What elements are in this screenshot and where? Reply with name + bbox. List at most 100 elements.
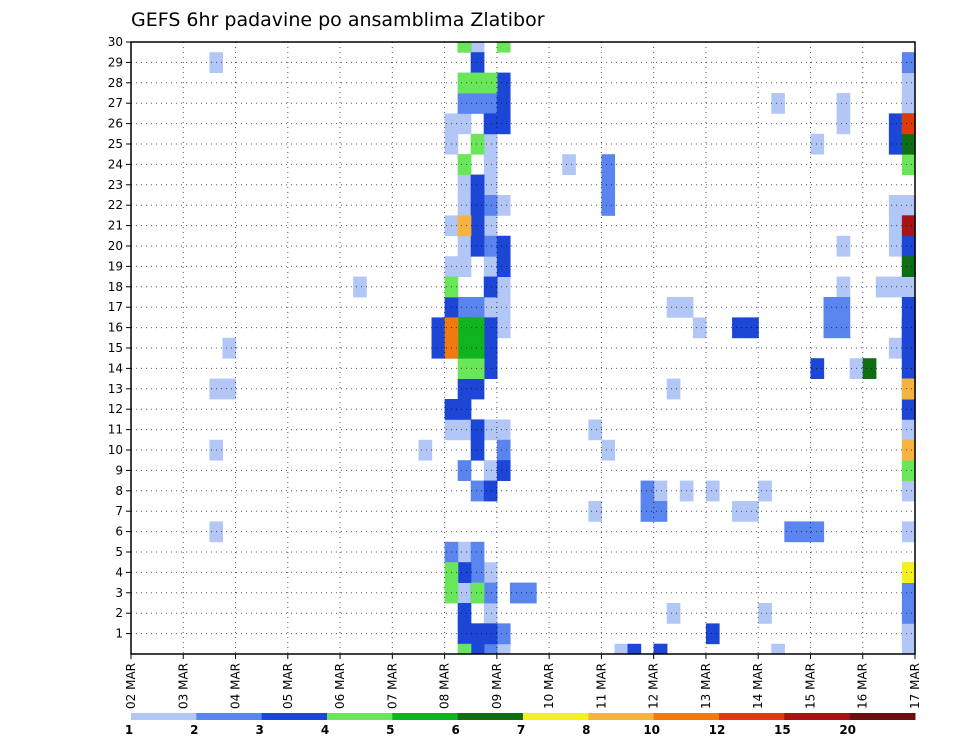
precip-cell — [901, 562, 916, 583]
precip-cell — [483, 72, 498, 94]
precip-cell — [496, 42, 511, 53]
legend-swatch — [523, 713, 589, 720]
precip-cell — [457, 358, 472, 379]
legend-swatch — [392, 713, 459, 720]
x-axis-ticks: 02 MAR 03 MAR 04 MAR 05 MAR 06 MAR 07 MAR 08 M… — [124, 654, 922, 709]
precip-cell — [470, 52, 485, 73]
precip-cell — [901, 215, 916, 237]
precip-cell — [457, 93, 472, 114]
legend-swatch — [653, 713, 720, 720]
chart-title: GEFS 6hr padavine po ansamblima Zlatibor — [131, 9, 545, 31]
x-tick-label: 05 MAR — [281, 663, 295, 709]
precip-cell — [483, 276, 498, 298]
x-tick-label: 09 MAR — [490, 663, 504, 709]
precip-cell — [901, 297, 916, 318]
precip-cell — [496, 419, 511, 441]
precip-cell — [457, 256, 472, 277]
precip-cell — [901, 133, 916, 155]
legend-swatch — [588, 713, 655, 720]
precip-cell — [470, 72, 485, 94]
precip-cell — [483, 256, 498, 277]
precip-cell — [222, 337, 237, 359]
precip-cell — [483, 623, 498, 645]
precip-cell — [483, 93, 498, 114]
precip-cell — [496, 276, 511, 298]
precip-cell — [901, 337, 916, 359]
plot-frame — [130, 41, 916, 655]
y-tick-label: 6 — [115, 525, 123, 539]
y-tick-label: 26 — [108, 117, 123, 131]
precip-cell — [483, 174, 498, 196]
precip-cell — [901, 235, 916, 257]
x-tick-label: 17 MAR — [908, 663, 922, 709]
precip-cell — [418, 439, 433, 461]
y-tick-label: 3 — [115, 586, 123, 600]
precip-cell — [640, 480, 655, 502]
precip-cell — [470, 358, 485, 379]
precip-cell — [470, 623, 485, 645]
precip-cell — [431, 337, 446, 359]
x-tick-label: 14 MAR — [751, 663, 765, 709]
y-tick-label: 18 — [108, 280, 123, 294]
precip-cell — [601, 154, 616, 175]
precip-cell — [457, 643, 472, 655]
precip-cell — [888, 133, 903, 155]
precip-cell — [901, 521, 916, 543]
precip-cell — [457, 399, 472, 420]
precip-cell — [888, 337, 903, 359]
legend-label: 5 — [386, 723, 394, 737]
precip-cell — [888, 235, 903, 257]
x-tick-label: 10 MAR — [542, 663, 556, 709]
precip-cell — [483, 582, 498, 604]
precip-cell — [666, 297, 681, 318]
y-axis-ticks: 1234567891011121314151617181920212223242… — [108, 35, 131, 641]
precip-cell — [496, 256, 511, 277]
precip-cell — [901, 72, 916, 94]
precip-cell — [823, 297, 838, 318]
precip-cell — [496, 297, 511, 318]
precip-cell — [457, 541, 472, 563]
x-tick-label: 04 MAR — [229, 663, 243, 709]
grid-lines — [131, 42, 915, 654]
precip-cell — [901, 623, 916, 645]
legend-label: 7 — [517, 723, 525, 737]
precip-cell — [483, 643, 498, 655]
precip-cell — [732, 501, 746, 522]
precip-cell — [496, 317, 511, 339]
precip-cell — [457, 154, 472, 175]
precip-cell — [496, 113, 511, 135]
y-tick-label: 5 — [115, 545, 123, 559]
x-tick-label: 12 MAR — [647, 663, 661, 709]
precip-cell — [705, 623, 720, 645]
y-tick-label: 4 — [115, 565, 123, 579]
precip-cell — [653, 501, 668, 522]
precip-cell — [483, 215, 498, 237]
y-tick-label: 29 — [108, 55, 123, 69]
precip-cell — [457, 378, 472, 400]
y-tick-label: 27 — [108, 96, 123, 110]
precip-cell — [457, 72, 472, 94]
precip-cell — [470, 643, 485, 655]
precip-cell — [483, 337, 498, 359]
y-tick-label: 30 — [108, 35, 123, 49]
y-tick-label: 19 — [108, 259, 123, 273]
precip-cell — [496, 623, 511, 645]
precip-cell — [692, 317, 707, 339]
precip-cell — [836, 297, 851, 318]
precip-cell — [901, 460, 916, 481]
precip-cell — [836, 235, 851, 257]
precip-cell — [797, 521, 812, 543]
precip-cell — [470, 235, 485, 257]
legend-label: 3 — [255, 723, 263, 737]
precip-cell — [901, 256, 916, 277]
precip-cell — [483, 317, 498, 339]
precip-cell — [470, 582, 485, 604]
y-tick-label: 10 — [108, 443, 123, 457]
precip-cell — [901, 195, 916, 216]
precip-cell — [457, 235, 472, 257]
precip-cell — [483, 480, 498, 502]
precip-cell — [901, 358, 916, 379]
precip-cell — [457, 174, 472, 196]
precip-cell — [901, 378, 916, 400]
